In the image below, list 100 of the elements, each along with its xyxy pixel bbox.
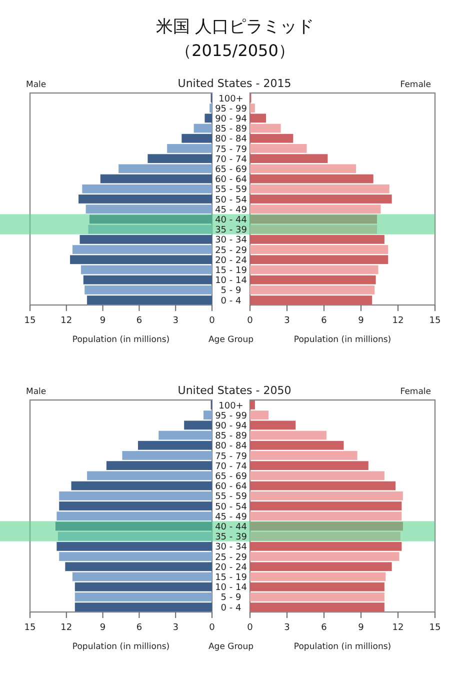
y-tick-label: 70 - 74	[215, 462, 248, 472]
bar	[250, 204, 381, 214]
x-tick-label: 15	[429, 316, 441, 326]
y-tick-label: 80 - 84	[215, 134, 248, 145]
x-tick-label: 9	[100, 623, 106, 633]
y-tick-label: 50 - 54	[215, 502, 248, 512]
bar	[250, 275, 376, 284]
bar	[250, 461, 368, 470]
y-tick-label: 30 - 34	[215, 542, 248, 553]
bar	[250, 440, 344, 450]
x-tick-label: 3	[284, 316, 290, 326]
y-tick-label: 60 - 64	[215, 175, 248, 186]
bar	[82, 184, 212, 194]
y-tick-label: 15 - 19	[215, 573, 248, 584]
bar	[250, 572, 386, 582]
bar	[71, 481, 212, 490]
x-tick-label: 12	[60, 316, 72, 326]
bar	[250, 194, 392, 204]
bar	[118, 164, 212, 174]
x-axis-title: Population (in millions)	[294, 642, 392, 652]
y-tick-label: 100+	[218, 94, 244, 104]
y-tick-label: 15 - 19	[215, 266, 248, 276]
bar	[59, 491, 212, 500]
bar	[250, 224, 378, 234]
bar	[250, 592, 384, 602]
y-tick-label: 95 - 99	[215, 411, 248, 422]
bar	[204, 114, 212, 123]
bar	[65, 562, 212, 572]
bar	[250, 255, 388, 264]
bar	[70, 255, 212, 264]
bar	[250, 562, 392, 572]
x-tick-label: 6	[136, 623, 142, 633]
x-tick-label: 12	[392, 623, 404, 633]
x-tick-label: 12	[392, 316, 404, 326]
x-tick-label: 15	[24, 316, 36, 326]
bar	[89, 214, 212, 224]
text: Female	[400, 80, 431, 90]
bar	[80, 265, 212, 274]
bar	[250, 400, 255, 410]
bar	[59, 552, 212, 561]
y-tick-label: 35 - 39	[215, 226, 248, 236]
bar	[74, 582, 212, 592]
x-tick-label: 6	[321, 316, 328, 326]
x-axis-title: Population (in millions)	[72, 642, 170, 652]
bar	[250, 245, 388, 254]
y-tick-label: 55 - 59	[215, 492, 248, 502]
bar	[250, 532, 400, 541]
chart-title: United States - 2050	[178, 384, 292, 397]
x-tick-label: 3	[172, 623, 178, 633]
bar	[84, 286, 212, 294]
y-tick-label: 70 - 74	[215, 154, 248, 165]
bar	[250, 552, 400, 561]
y-tick-label: 55 - 59	[215, 185, 248, 196]
bar	[72, 572, 212, 582]
bar	[250, 164, 356, 174]
bar	[250, 174, 374, 184]
y-tick-label: 40 - 44	[215, 216, 248, 226]
y-tick-label: 95 - 99	[215, 104, 248, 114]
y-tick-label: 75 - 79	[215, 144, 248, 155]
y-tick-label: 35 - 39	[215, 532, 248, 543]
bar	[122, 451, 212, 460]
text: Male	[26, 80, 46, 90]
y-tick-label: 85 - 89	[215, 124, 248, 135]
y-tick-label: 100+	[218, 401, 244, 412]
bar	[250, 420, 296, 430]
bar	[148, 154, 212, 164]
y-tick-label: 90 - 94	[215, 421, 248, 432]
bar	[184, 420, 212, 430]
bar	[204, 410, 212, 420]
text: Male	[26, 387, 46, 397]
y-tick-label: 60 - 64	[215, 482, 248, 492]
bar	[250, 602, 384, 612]
y-tick-label: 0 - 4	[220, 603, 242, 614]
x-tick-label: 3	[284, 623, 290, 633]
bar	[59, 502, 212, 510]
x-tick-label: 9	[358, 623, 364, 633]
bar	[182, 134, 212, 143]
bar	[80, 234, 212, 244]
bar	[138, 440, 212, 450]
y-tick-label: 5 - 9	[220, 286, 242, 296]
x-tick-label: 6	[136, 316, 142, 326]
bar	[88, 224, 212, 234]
bar	[250, 144, 307, 153]
bar	[83, 275, 212, 284]
y-axis-title: Age Group	[208, 642, 254, 652]
x-tick-label: 0	[209, 316, 216, 326]
y-tick-label: 10 - 14	[215, 276, 248, 286]
bar	[86, 204, 212, 214]
bar	[250, 522, 403, 531]
bar	[250, 265, 378, 274]
y-tick-label: 45 - 49	[215, 205, 248, 216]
y-tick-label: 30 - 34	[215, 236, 248, 246]
bar	[250, 104, 255, 112]
x-tick-label: 3	[172, 316, 178, 326]
bar	[250, 296, 372, 304]
y-tick-label: 25 - 29	[215, 552, 248, 563]
bar	[250, 502, 402, 510]
x-tick-label: 0	[209, 623, 216, 633]
bar	[250, 214, 378, 224]
bar	[74, 592, 212, 602]
